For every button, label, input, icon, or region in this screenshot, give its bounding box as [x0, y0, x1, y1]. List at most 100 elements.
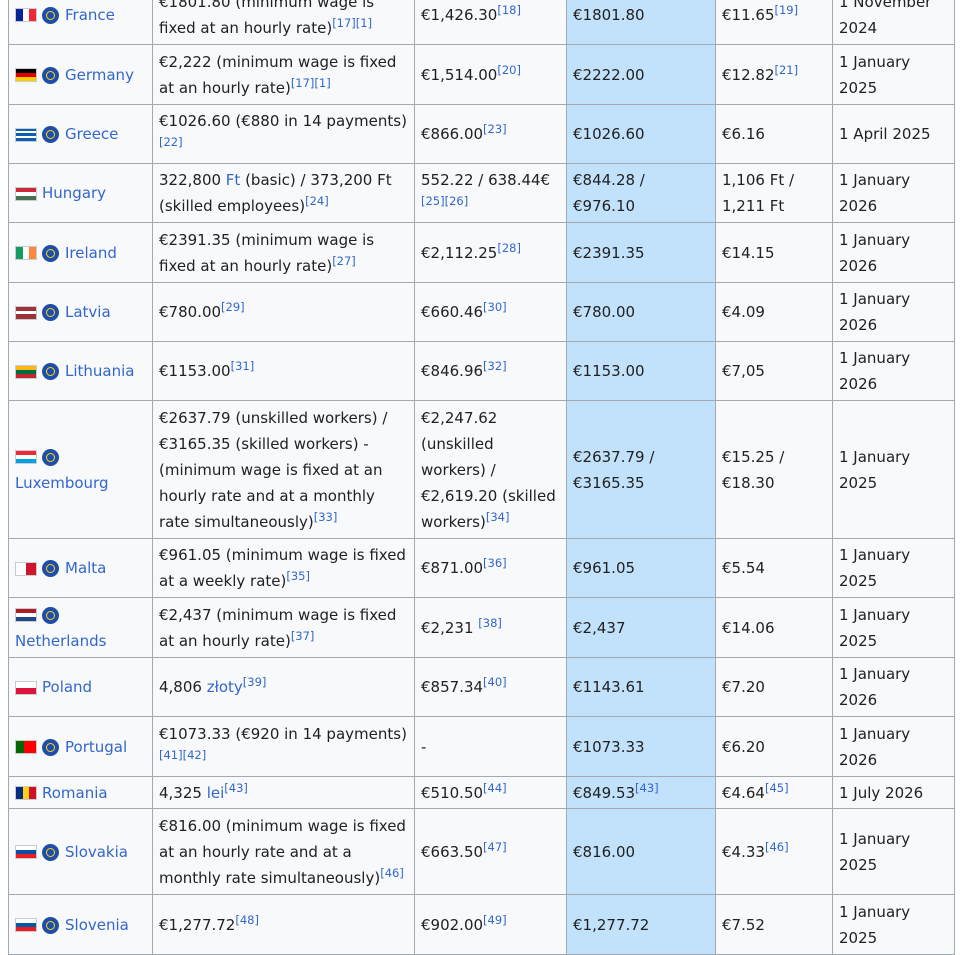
reference[interactable]: [45]	[764, 780, 789, 795]
cell-text: €1,277.72	[159, 915, 236, 934]
value-cell: €1073.33 (€920 in 14 payments) [41][42]	[152, 716, 415, 777]
value-cell: €1026.60	[566, 104, 716, 164]
reference[interactable]: [23]	[483, 122, 507, 136]
cell-text: 1 January 2025	[839, 605, 911, 650]
flag-icon	[15, 68, 37, 82]
table-body: France €1801.80 (minimum wage is fixed at…	[8, 0, 955, 955]
reference[interactable]: [49]	[483, 912, 507, 927]
country-link[interactable]: Romania	[42, 783, 108, 802]
reference[interactable]: [17][1]	[332, 15, 373, 30]
value-cell: 4,806 złoty[39]	[152, 657, 415, 717]
reference[interactable]: [19]	[774, 2, 799, 17]
reference[interactable]: [27]	[332, 253, 356, 268]
country-link[interactable]: Netherlands	[15, 631, 107, 650]
country-link[interactable]: Ireland	[65, 243, 117, 262]
cell-text: 1 November 2024	[839, 0, 932, 37]
country-link[interactable]: Poland	[42, 678, 93, 696]
value-cell: €961.05	[566, 538, 716, 598]
country-link[interactable]: Hungary	[42, 184, 107, 202]
reference[interactable]: [41][42]	[159, 747, 207, 762]
cell-text: €866.00	[421, 125, 484, 143]
reference[interactable]: [40]	[483, 675, 507, 689]
reference[interactable]: [48]	[235, 912, 259, 927]
euro-icon	[42, 304, 59, 321]
euro-icon	[42, 448, 59, 466]
value-cell: 1 January 2025	[832, 538, 955, 598]
reference[interactable]: [31]	[230, 359, 255, 373]
value-cell: €11.65[19]	[715, 0, 833, 45]
cell-text: €2391.35 (minimum wage is fixed at an ho…	[159, 230, 375, 275]
reference[interactable]: [33]	[313, 509, 338, 524]
value-cell: €849.53[43]	[566, 776, 716, 809]
cell-text: €1153.00	[159, 362, 231, 380]
reference[interactable]: [24]	[305, 194, 329, 208]
reference[interactable]: [25][26]	[421, 194, 469, 208]
cell-text: €2,437 (minimum wage is fixed at an hour…	[159, 605, 397, 650]
reference[interactable]: [47]	[483, 839, 507, 854]
cell-text: 1 January 2025	[839, 546, 911, 590]
value-cell: 1 January 2026	[832, 341, 955, 401]
country-link[interactable]: Latvia	[65, 303, 111, 321]
cell-text: €2,247.62 (unskilled workers) / €2,619.2…	[421, 408, 556, 531]
reference[interactable]: [46]	[380, 865, 404, 880]
value-cell: €7.20	[715, 657, 833, 717]
euro-icon	[42, 916, 59, 934]
inline-link[interactable]: złoty	[206, 678, 243, 696]
reference[interactable]: [35]	[286, 569, 310, 583]
euro-icon	[42, 363, 59, 380]
value-cell: €2,437 (minimum wage is fixed at an hour…	[152, 597, 415, 658]
value-cell: €4.33[46]	[715, 808, 833, 895]
country-link[interactable]: France	[65, 5, 115, 24]
reference[interactable]: [20]	[497, 62, 521, 77]
reference[interactable]: [44]	[483, 780, 507, 795]
cell-text: €660.46	[421, 303, 484, 321]
cell-text: 1 January 2026	[839, 665, 911, 709]
country-link[interactable]: Luxembourg	[15, 473, 109, 492]
cell-text: €663.50	[421, 842, 484, 861]
country-link[interactable]: Slovakia	[65, 842, 128, 861]
country-link[interactable]: Portugal	[65, 737, 128, 756]
reference[interactable]: [38]	[478, 615, 502, 630]
country-cell: Slovakia	[8, 808, 153, 895]
reference[interactable]: [39]	[242, 675, 267, 689]
euro-icon	[42, 843, 59, 861]
reference[interactable]: [43]	[635, 780, 659, 795]
country-cell: Netherlands	[8, 597, 153, 658]
value-cell: €7,05	[715, 341, 833, 401]
reference[interactable]: [34]	[485, 509, 510, 524]
value-cell: €816.00 (minimum wage is fixed at an hou…	[152, 808, 415, 895]
cell-text: €14.06	[722, 618, 775, 637]
value-cell: 1,106 Ft / 1,211 Ft	[715, 163, 833, 223]
country-link[interactable]: Greece	[65, 125, 119, 143]
flag-icon	[15, 740, 37, 754]
reference[interactable]: [21]	[774, 62, 799, 77]
reference[interactable]: [36]	[483, 556, 507, 570]
country-link[interactable]: Germany	[65, 65, 134, 84]
value-cell: €816.00	[566, 808, 716, 895]
reference[interactable]: [43]	[224, 780, 248, 795]
reference[interactable]: [17][1]	[290, 75, 331, 90]
cell-text: €1801.80	[573, 5, 645, 24]
reference[interactable]: [28]	[497, 240, 521, 255]
cell-text: 4,325	[159, 783, 207, 802]
value-cell: 1 January 2026	[832, 282, 955, 342]
country-link[interactable]: Malta	[65, 559, 107, 577]
cell-text: €1026.60	[573, 125, 645, 143]
country-link[interactable]: Slovenia	[65, 915, 129, 934]
value-cell: €2,222 (minimum wage is fixed at an hour…	[152, 44, 415, 105]
reference[interactable]: [18]	[497, 2, 521, 17]
cell-text: €1026.60 (€880 in 14 payments)	[159, 112, 407, 130]
flag-icon	[15, 786, 37, 800]
reference[interactable]: [22]	[159, 135, 183, 149]
reference[interactable]: [29]	[221, 300, 245, 314]
reference[interactable]: [46]	[764, 839, 789, 854]
cell-text: €15.25 / €18.30	[722, 447, 785, 492]
reference[interactable]: [30]	[483, 300, 507, 314]
inline-link[interactable]: lei	[206, 783, 225, 802]
value-cell: -	[414, 716, 567, 777]
cell-text: €2,231	[421, 618, 479, 637]
country-link[interactable]: Lithuania	[65, 362, 135, 380]
reference[interactable]: [32]	[483, 359, 507, 373]
inline-link[interactable]: Ft	[225, 171, 241, 189]
reference[interactable]: [37]	[290, 628, 315, 643]
